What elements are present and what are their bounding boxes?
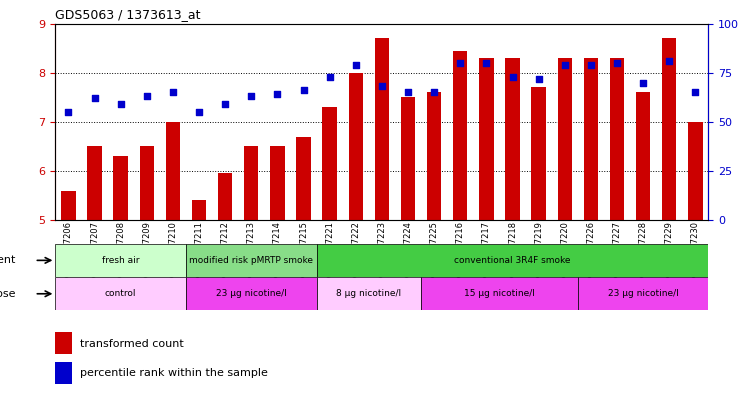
Bar — [186, 277, 317, 310]
Text: transformed count: transformed count — [80, 339, 184, 349]
Text: percentile rank within the sample: percentile rank within the sample — [80, 368, 268, 378]
Bar — [55, 244, 186, 277]
Text: conventional 3R4F smoke: conventional 3R4F smoke — [455, 256, 570, 265]
Point — [350, 62, 362, 68]
Bar — [558, 58, 572, 220]
Bar — [87, 147, 102, 220]
Point — [428, 89, 440, 95]
Bar — [323, 107, 337, 220]
Point — [506, 73, 518, 80]
Point — [297, 87, 309, 94]
Point — [167, 89, 179, 95]
Bar — [55, 332, 72, 354]
Bar — [427, 92, 441, 220]
Bar — [244, 147, 258, 220]
Text: fresh air: fresh air — [102, 256, 139, 265]
Point — [480, 60, 492, 66]
Bar — [506, 58, 520, 220]
Point — [559, 62, 570, 68]
Bar — [578, 277, 708, 310]
Point — [402, 89, 414, 95]
Point — [689, 89, 701, 95]
Bar — [270, 147, 285, 220]
Text: 23 μg nicotine/l: 23 μg nicotine/l — [608, 289, 678, 298]
Point — [272, 91, 283, 97]
Point — [115, 101, 127, 107]
Bar — [348, 73, 363, 220]
Text: modified risk pMRTP smoke: modified risk pMRTP smoke — [189, 256, 314, 265]
Bar — [186, 244, 317, 277]
Point — [585, 62, 597, 68]
Bar — [114, 156, 128, 220]
Bar — [218, 173, 232, 220]
Bar — [584, 58, 598, 220]
Bar — [689, 122, 703, 220]
Text: 15 μg nicotine/l: 15 μg nicotine/l — [464, 289, 535, 298]
Text: agent: agent — [0, 255, 16, 265]
Bar — [479, 58, 494, 220]
Bar — [375, 39, 389, 220]
Bar — [297, 136, 311, 220]
Text: 8 μg nicotine/l: 8 μg nicotine/l — [337, 289, 401, 298]
Bar — [317, 277, 421, 310]
Bar — [192, 200, 206, 220]
Point — [89, 95, 100, 101]
Bar — [610, 58, 624, 220]
Bar — [636, 92, 650, 220]
Text: dose: dose — [0, 289, 16, 299]
Text: GDS5063 / 1373613_at: GDS5063 / 1373613_at — [55, 8, 201, 21]
Point — [455, 60, 466, 66]
Bar — [662, 39, 677, 220]
Bar — [317, 244, 708, 277]
Point — [611, 60, 623, 66]
Bar — [55, 277, 186, 310]
Text: control: control — [105, 289, 137, 298]
Point — [245, 93, 257, 99]
Bar — [401, 97, 415, 220]
Bar — [453, 51, 467, 220]
Point — [376, 83, 388, 90]
Point — [141, 93, 153, 99]
Text: 23 μg nicotine/l: 23 μg nicotine/l — [216, 289, 286, 298]
Point — [193, 109, 205, 115]
Bar — [166, 122, 180, 220]
Point — [638, 79, 649, 86]
Bar — [531, 87, 546, 220]
Point — [324, 73, 336, 80]
Bar — [55, 362, 72, 384]
Bar — [61, 191, 75, 220]
Point — [663, 58, 675, 64]
Point — [219, 101, 231, 107]
Point — [533, 75, 545, 82]
Point — [63, 109, 75, 115]
Bar — [421, 277, 578, 310]
Bar — [139, 147, 154, 220]
